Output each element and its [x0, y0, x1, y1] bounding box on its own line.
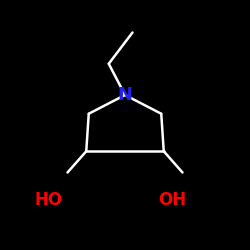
Text: HO: HO [35, 191, 63, 209]
Text: OH: OH [158, 191, 186, 209]
Text: N: N [118, 86, 132, 104]
